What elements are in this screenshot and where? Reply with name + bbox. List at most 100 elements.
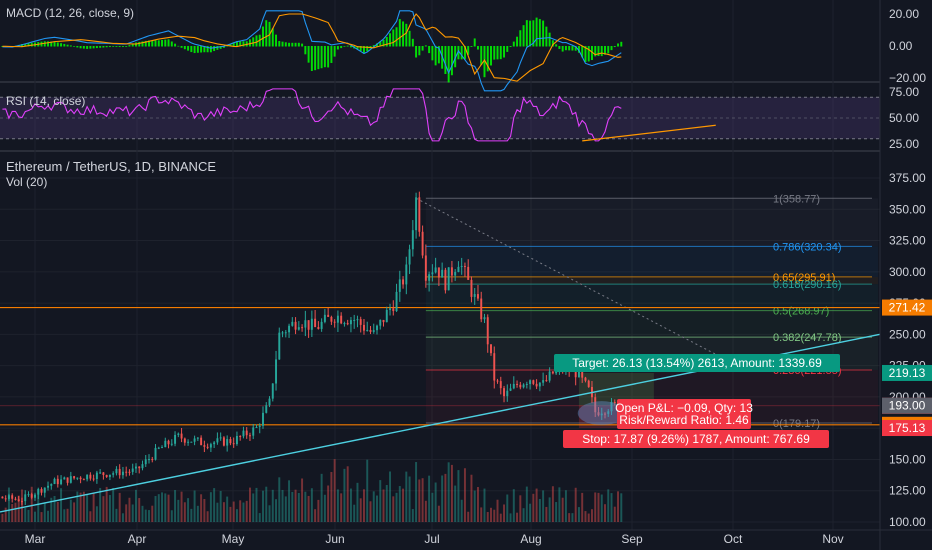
price-badge-bg [882, 397, 932, 414]
volume-bar [167, 494, 170, 522]
candle-body [284, 332, 287, 334]
macd-histogram-bar [340, 46, 343, 49]
time-tick-label: Apr [128, 532, 147, 546]
macd-histogram-bar [597, 46, 600, 57]
volume-bar [369, 501, 372, 522]
macd-histogram-bar [568, 46, 571, 51]
candle-body [522, 384, 525, 388]
rsi-trendline [582, 124, 716, 142]
macd-histogram-bar [216, 46, 219, 50]
candle-body [4, 498, 7, 500]
candle-body [151, 459, 154, 461]
volume-bar [594, 492, 597, 522]
fib-band [425, 198, 878, 247]
macd-histogram-bar [148, 40, 150, 47]
macd-histogram-bar [89, 46, 92, 49]
candle-body [428, 274, 431, 281]
macd-histogram-bar [47, 41, 50, 47]
candle-body [20, 501, 23, 503]
target-label-bg [554, 354, 840, 372]
fib-label: 0.65(295.91) [773, 272, 835, 284]
volume-bar [408, 476, 411, 522]
macd-histogram-bar [174, 43, 177, 47]
candle-body [288, 325, 291, 333]
macd-histogram-bar [118, 46, 121, 47]
volume-bar [493, 509, 496, 522]
volume-bar [262, 490, 264, 522]
macd-tick-label: 0.00 [889, 39, 913, 53]
macd-histogram-bar [125, 46, 128, 47]
volume-bar [610, 493, 613, 522]
volume-bar [102, 496, 105, 522]
candle-body [76, 477, 79, 479]
volume-bar [301, 478, 304, 522]
candle-body [486, 317, 489, 345]
candle-body [503, 388, 506, 397]
volume-bar [545, 506, 548, 522]
volume-bar [63, 509, 66, 522]
candle-body [542, 380, 545, 383]
time-tick-label: Sep [621, 532, 643, 546]
macd-histogram-bar [27, 43, 30, 47]
macd-histogram-bar [112, 46, 115, 47]
volume-bar [447, 462, 450, 522]
candle-body [529, 380, 532, 384]
candle-body [594, 397, 597, 413]
rsi-line [2, 88, 622, 142]
candle-body [278, 332, 281, 360]
candle-body [200, 437, 203, 446]
macd-histogram-bar [535, 17, 538, 47]
macd-histogram-bar [424, 45, 427, 47]
volume-bar [288, 480, 291, 522]
candle-body [310, 318, 313, 330]
volume-bar [242, 502, 245, 522]
price-pane: 1(358.77) 0.786(320.34) 0.65(295.91)0.618(… [0, 191, 881, 522]
candle-body [7, 495, 10, 499]
macd-histogram-bar [408, 30, 411, 47]
candle-body [82, 479, 85, 481]
macd-histogram-bar [76, 46, 79, 48]
candle-body [134, 466, 137, 469]
macd-histogram-bar [415, 46, 418, 58]
volume-bar [398, 486, 401, 522]
volume-bar [235, 509, 238, 522]
macd-histogram-bar [177, 45, 180, 47]
fib-band [425, 284, 878, 311]
macd-histogram-bar [503, 46, 506, 58]
volume-bar [148, 510, 150, 522]
price-tick-label: 150.00 [889, 452, 926, 466]
candle-body [320, 321, 323, 329]
macd-histogram-bar [196, 46, 199, 53]
macd-histogram-bar [525, 20, 528, 47]
volume-bar [304, 491, 307, 522]
macd-histogram-bar [307, 46, 310, 63]
macd-histogram-bar [480, 46, 483, 66]
macd-histogram-bar [301, 43, 304, 47]
macd-histogram-bar [509, 46, 512, 48]
candle-body [610, 401, 613, 412]
macd-histogram-bar [431, 46, 434, 61]
candle-body [108, 474, 111, 477]
candle-body [148, 459, 150, 461]
macd-histogram-bar [385, 36, 388, 47]
volume-bar [382, 489, 385, 522]
macd-histogram-bar [252, 37, 255, 47]
volume-bar [353, 504, 356, 522]
candle-body [86, 474, 89, 480]
volume-bar [252, 493, 255, 522]
symbol-title[interactable]: Ethereum / TetherUS, 1D, BINANCE [6, 159, 217, 174]
candle-body [421, 231, 424, 256]
volume-bar [454, 485, 457, 522]
macd-histogram-bar [590, 46, 593, 61]
macd-histogram-bar [349, 46, 352, 48]
candle-body [252, 427, 255, 436]
volume-bar [265, 486, 268, 522]
volume-bar [226, 496, 229, 522]
candle-body [382, 319, 385, 323]
macd-histogram-bar [151, 40, 154, 47]
volume-bar [366, 459, 369, 522]
macd-histogram-bar [333, 46, 336, 57]
macd-histogram-bar [538, 19, 541, 47]
time-tick-label: Aug [520, 532, 541, 546]
